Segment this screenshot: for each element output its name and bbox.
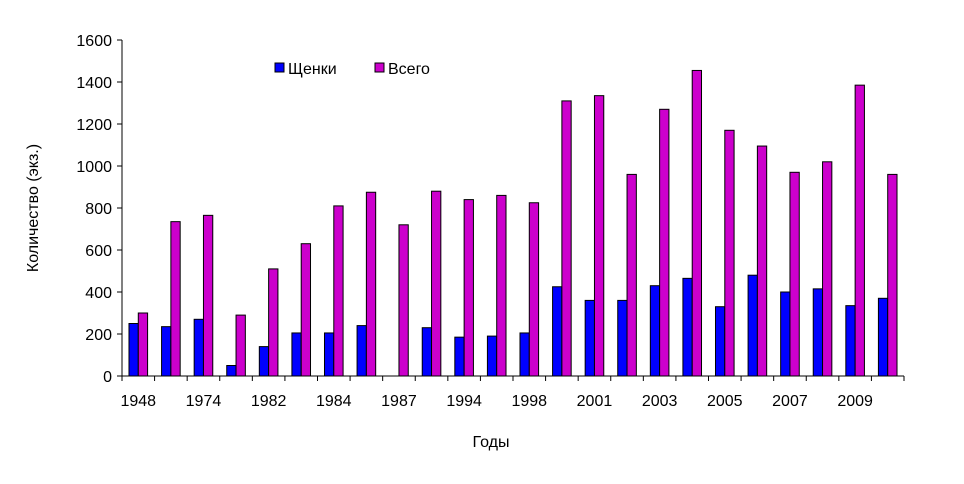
bar-total-2 [202,214,214,377]
bar-pups-9 [421,327,433,377]
bar-total-18 [724,129,735,377]
bar-pups-11 [486,335,498,377]
bar-total-6 [333,205,344,377]
bar-pups-0 [128,323,139,377]
x-tick-label: 1974 [186,393,222,410]
bar-pups-10 [454,336,465,377]
bar-total-4 [268,268,279,377]
bar-pups-5 [291,332,302,377]
y-tick-label: 1200 [76,117,112,134]
x-tick-label: 2005 [707,393,743,410]
y-tick-label: 1400 [76,75,112,92]
bar-total-12 [528,202,540,377]
bar-pups-18 [714,306,726,377]
legend-swatch-total [374,62,385,73]
bar-pups-4 [258,346,270,377]
bar-pups-16 [649,285,661,377]
bar-total-17 [691,69,703,377]
bar-total-7 [365,191,377,377]
bar-pups-22 [845,305,856,377]
bar-total-8 [398,224,409,377]
bar-total-1 [170,221,181,377]
bar-total-23 [887,173,898,377]
x-tick-label: 1994 [446,393,482,410]
x-tick-label: 2007 [772,393,808,410]
y-axis: 0 200 400 600 800 1000 1200 1400 1600 [76,33,123,386]
bar-pups-3 [226,365,237,377]
bar-pups-2 [193,318,204,377]
bar-total-10 [463,199,474,377]
x-axis: 1948 1974 1982 1984 1987 1994 1998 2001 2003 2005… [120,375,905,410]
bar-pups-1 [161,326,172,377]
legend-swatch-pups [274,62,285,73]
bar-pups-14 [584,299,595,377]
x-axis-title: Годы [473,434,510,451]
bar-pups-7 [356,325,367,377]
legend: Щенки Всего [274,61,430,78]
legend-item-pups: Щенки [274,61,337,78]
bar-total-3 [235,314,246,377]
legend-item-total: Всего [374,61,430,78]
y-tick-label: 1000 [76,159,112,176]
x-tick-label: 1984 [316,393,352,410]
y-tick-label: 200 [85,327,112,344]
bar-pups-17 [682,277,693,377]
bar-pups-23 [877,297,889,377]
bar-pups-6 [323,332,335,377]
bar-total-20 [789,171,800,377]
legend-label-pups: Щенки [288,61,337,78]
bar-total-16 [659,108,670,377]
bar-total-15 [626,173,637,377]
x-tick-label: 1982 [251,393,287,410]
bar-total-0 [137,312,149,377]
y-tick-label: 600 [85,243,112,260]
x-tick-label: 2009 [837,393,873,410]
y-tick-label: 400 [85,285,112,302]
bar-pups-12 [519,332,530,377]
x-tick-label: 1948 [120,393,156,410]
x-tick-label: 1987 [381,393,417,410]
y-axis-title: Количество (экз.) [25,144,42,272]
bar-pups-20 [780,291,791,377]
bar-total-9 [431,190,442,377]
bar-pups-13 [552,286,563,377]
bar-pups-21 [812,288,824,377]
y-tick-label: 1600 [76,33,112,50]
legend-label-total: Всего [388,61,430,78]
x-tick-label: 1998 [511,393,547,410]
bar-total-22 [854,84,865,377]
bar-pups-19 [747,274,758,377]
y-tick-label: 800 [85,201,112,218]
bar-total-14 [593,95,605,377]
plot-area [128,69,898,377]
bar-total-19 [756,145,768,377]
bar-pups-15 [617,299,628,377]
y-tick-label: 0 [103,369,112,386]
x-tick-label: 2001 [577,393,613,410]
bar-total-13 [561,100,572,377]
x-tick-label: 2003 [642,393,678,410]
bar-total-21 [822,161,833,377]
bar-total-11 [496,194,507,377]
bar-total-5 [300,243,312,377]
